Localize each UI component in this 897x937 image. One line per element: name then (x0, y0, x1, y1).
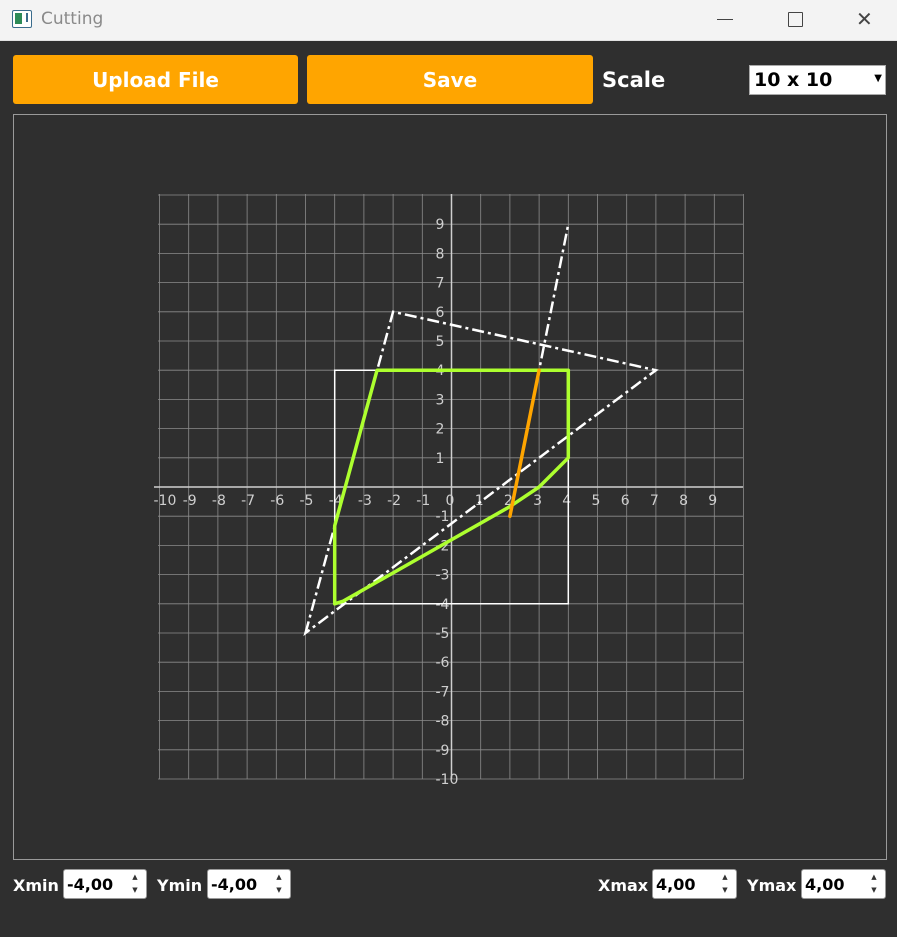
x-tick-label: 2 (504, 493, 513, 509)
y-tick-label: -1 (436, 509, 450, 525)
plot-svg: -10 -9 -8 -7 -6 -5 -4 -3 -2 -1 0 1 2 3 4 5 6 7 8 9987654321… (154, 194, 744, 788)
close-icon: ✕ (856, 7, 873, 31)
y-tick-label: -10 (436, 772, 459, 788)
y-tick-label: -9 (436, 743, 450, 759)
y-tick-label: -7 (436, 684, 450, 700)
x-tick-label: -2 (387, 493, 401, 509)
y-tick-label: -3 (436, 568, 450, 584)
x-tick-label: -7 (241, 493, 255, 509)
x-tick-label: 4 (562, 493, 571, 509)
ymin-label: Ymin (157, 876, 203, 895)
spin-up-icon[interactable]: ▲ (722, 873, 728, 881)
spin-down-icon[interactable]: ▼ (276, 886, 282, 894)
x-tick-label: -8 (212, 493, 226, 509)
spin-down-icon[interactable]: ▼ (871, 886, 877, 894)
y-tick-label: 1 (436, 451, 445, 467)
spin-down-icon[interactable]: ▼ (722, 886, 728, 894)
x-tick-label: 9 (708, 493, 717, 509)
ymin-value: -4,00 (211, 875, 258, 894)
scale-select[interactable]: 10 x 10 ▼ (749, 65, 886, 95)
ymax-value: 4,00 (805, 875, 845, 894)
y-tick-label: 6 (436, 305, 445, 321)
app-icon (12, 10, 32, 28)
close-button[interactable]: ✕ (836, 0, 896, 41)
spin-up-icon[interactable]: ▲ (276, 873, 282, 881)
x-tick-label: -3 (358, 493, 372, 509)
xmin-value: -4,00 (67, 875, 114, 894)
x-tick-label: -6 (270, 493, 284, 509)
upload-file-button[interactable]: Upload File (13, 55, 298, 104)
x-tick-label: -5 (300, 493, 314, 509)
x-tick-label: 3 (533, 493, 542, 509)
minimize-button[interactable] (695, 0, 755, 41)
spin-up-icon[interactable]: ▲ (132, 873, 138, 881)
maximize-button[interactable] (765, 0, 825, 41)
xmin-spinbox[interactable]: -4,00 ▲ ▼ (63, 869, 147, 899)
xmax-value: 4,00 (656, 875, 696, 894)
clipped-polygon (332, 368, 571, 606)
ymin-spinbox[interactable]: -4,00 ▲ ▼ (207, 869, 291, 899)
x-tick-label: 7 (650, 493, 659, 509)
y-tick-label: -5 (436, 626, 450, 642)
spin-up-icon[interactable]: ▲ (871, 873, 877, 881)
scale-select-value: 10 x 10 (754, 69, 833, 91)
y-tick-label: 9 (436, 217, 445, 233)
ymax-spinbox[interactable]: 4,00 ▲ ▼ (801, 869, 886, 899)
xmax-spinbox[interactable]: 4,00 ▲ ▼ (652, 869, 737, 899)
x-tick-label: 0 (446, 493, 455, 509)
y-tick-label: 2 (436, 422, 445, 438)
minimize-icon (717, 19, 733, 20)
title-bar: Cutting ✕ (0, 0, 897, 41)
y-tick-label: -8 (436, 714, 450, 730)
xmin-label: Xmin (13, 876, 59, 895)
x-tick-label: -9 (183, 493, 197, 509)
scale-label: Scale (602, 68, 666, 92)
x-tick-label: 1 (475, 493, 484, 509)
y-tick-label: 3 (436, 392, 445, 408)
y-tick-label: 7 (436, 276, 445, 292)
x-tick-label: 5 (592, 493, 601, 509)
window-title: Cutting (41, 9, 104, 29)
spin-down-icon[interactable]: ▼ (132, 886, 138, 894)
y-tick-label: 5 (436, 334, 445, 350)
save-button[interactable]: Save (307, 55, 593, 104)
drawing-canvas[interactable]: -10 -9 -8 -7 -6 -5 -4 -3 -2 -1 0 1 2 3 4 5 6 7 8 9 9 8 7 6 5 4 3 2 1… (13, 114, 887, 860)
y-tick-label: -4 (436, 597, 450, 613)
x-tick-label: -1 (416, 493, 430, 509)
chevron-down-icon: ▼ (874, 73, 882, 84)
maximize-icon (788, 12, 803, 27)
ymax-label: Ymax (747, 876, 797, 895)
x-tick-label: 6 (621, 493, 630, 509)
xmax-label: Xmax (598, 876, 649, 895)
x-tick-label: 8 (679, 493, 688, 509)
x-tick-label: -10 (154, 493, 177, 509)
y-tick-label: -6 (436, 655, 450, 671)
y-tick-label: 8 (436, 246, 445, 262)
clipped-line (508, 368, 541, 518)
